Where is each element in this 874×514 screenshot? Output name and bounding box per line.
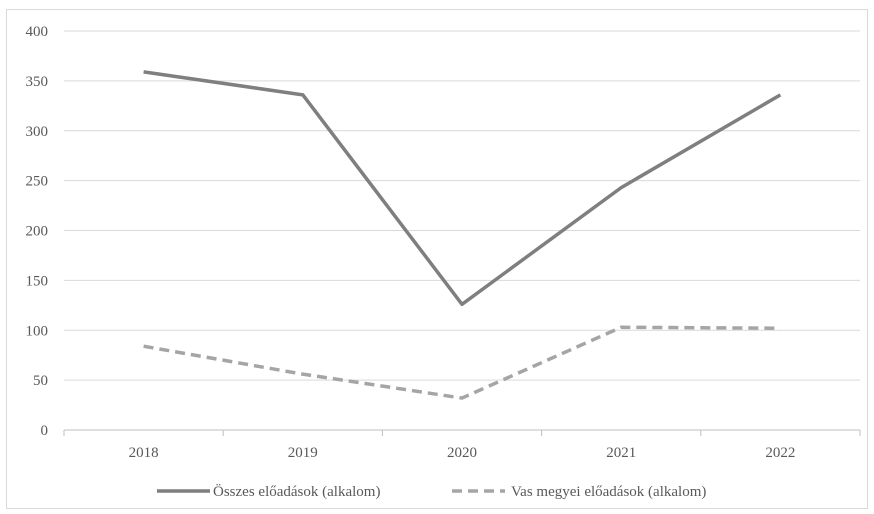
legend-label-1: Összes előadások (alkalom) (213, 483, 380, 500)
chart-frame (6, 9, 868, 509)
x-tick-label: 2021 (606, 445, 636, 461)
x-tick-label: 2019 (288, 445, 318, 461)
x-tick-label: 2018 (129, 445, 159, 461)
y-tick-label: 300 (26, 124, 49, 140)
y-axis-labels: 0 50 100 150 200 250 300 350 400 (26, 24, 49, 439)
x-axis-labels: 2018 2019 2020 2021 2022 (63, 430, 861, 461)
y-tick-label: 0 (41, 423, 49, 439)
y-tick-label: 350 (26, 74, 49, 90)
x-tick-label: 2020 (447, 445, 477, 461)
gridlines (64, 30, 860, 431)
legend-label-2: Vas megyei előadások (alkalom) (511, 484, 706, 500)
x-tick-label: 2022 (765, 445, 795, 461)
y-tick-label: 400 (26, 24, 49, 40)
series-line-2 (143, 325, 781, 400)
y-tick-label: 100 (26, 323, 49, 339)
y-tick-label: 50 (33, 373, 48, 389)
series-lines (143, 70, 782, 400)
series-line-1 (143, 70, 782, 307)
y-tick-label: 200 (26, 224, 49, 240)
y-tick-label: 250 (26, 174, 49, 190)
legend: Összes előadások (alkalom) Vas megyei elő… (157, 483, 706, 500)
y-tick-label: 150 (26, 273, 49, 289)
